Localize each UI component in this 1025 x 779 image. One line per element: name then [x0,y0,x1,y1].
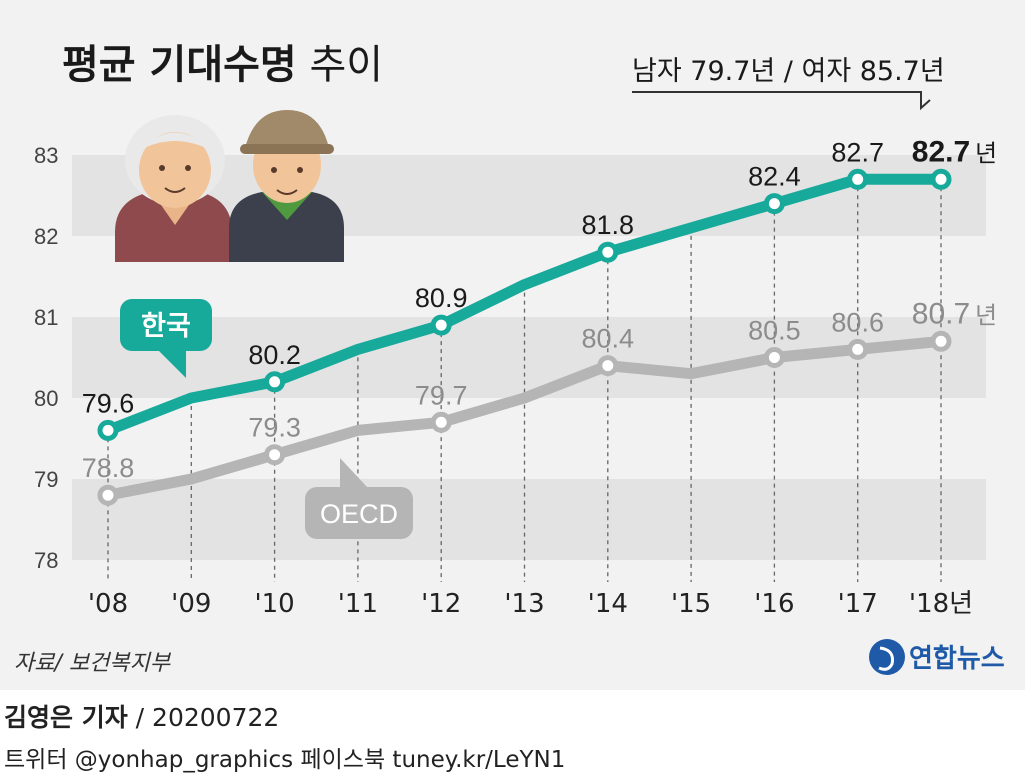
yonhap-logo-text: 연합뉴스 [909,644,1005,674]
korea-point [930,168,952,190]
oecd-line [102,335,947,501]
korea-data-label: 82.7 [831,137,884,167]
y-tick-label: 82 [34,224,58,249]
social-links: 트위터 @yonhap_graphics 페이스북 tuney.kr/LeYN1 [4,747,566,773]
oecd-point [430,411,452,433]
chart-title-bold: 평균 기대수명 [62,42,297,88]
x-axis: '08 '09 '10 '11 '12 '13 '14 '15 '16 '17 '18년 [88,589,973,619]
gender-note-bracket [632,91,931,111]
unit-label: 년 [975,139,997,167]
oecd-point [930,330,952,352]
yonhap-logo: 연합뉴스 [869,639,1005,675]
series-layer [97,168,952,506]
x-tick-label: '16 [754,589,794,619]
elderly-couple-icon [115,110,344,262]
y-tick-label: 78 [34,548,58,573]
korea-point [430,314,452,336]
x-tick-label: '11 [338,589,378,619]
x-tick-label: '08 [88,589,128,619]
korea-series-label: 한국 [141,311,191,342]
oecd-data-label: 80.4 [582,324,635,354]
data-labels: 79.680.280.981.882.482.7 82.7 년78.879.379.… [82,135,997,483]
oecd-point [597,355,619,377]
korea-data-label: 80.2 [248,340,301,370]
oecd-point [763,347,785,368]
oecd-data-label: 79.3 [248,413,301,443]
oecd-data-label: 80.7 [912,297,970,330]
korea-data-label: 80.9 [415,283,468,313]
grid-band [72,317,986,398]
oecd-point [264,444,286,466]
chart-title: 평균 기대수명 추이 [62,42,383,88]
korea-data-label: 81.8 [582,210,635,240]
oecd-data-label: 80.5 [748,316,801,346]
x-tick-label: '09 [171,589,211,619]
y-tick-label: 80 [34,386,58,411]
grid-guides [107,179,942,582]
x-tick-label: '10 [254,589,294,619]
korea-callout: 한국 [120,299,212,378]
source-note: 자료/ 보건복지부 [14,651,172,676]
yonhap-logo-icon [869,639,905,675]
korea-data-label: 82.7 [912,135,970,168]
y-tick-label: 81 [34,305,58,330]
x-tick-label: '12 [421,589,461,619]
x-tick-label: '15 [671,589,711,619]
korea-point [264,371,286,393]
oecd-data-label: 79.7 [415,380,468,410]
unit-label: 년 [975,301,997,329]
grid-bands [72,155,986,560]
oecd-series-label: OECD [320,499,398,529]
korea-line [102,173,947,436]
life-expectancy-chart: 78 79 80 81 82 83 '08 '09 '10 '11 '12 '13 '14 '15 '16… [14,42,1005,676]
gender-note: 남자 79.7년 / 여자 85.7년 [632,56,945,87]
korea-point [847,168,869,190]
chart-canvas: 78 79 80 81 82 83 '08 '09 '10 '11 '12 '13 '14 '15 '16… [0,0,1025,690]
oecd-callout: OECD [305,458,413,539]
oecd-data-label: 80.6 [831,307,884,337]
x-tick-label: '14 [588,589,628,619]
chart-title-rest: 추이 [297,42,383,88]
korea-point [97,419,119,441]
y-tick-label: 83 [34,143,58,168]
oecd-point [847,338,869,360]
korea-data-label: 79.6 [82,388,135,418]
reporter-name: 김영은 기자 [4,703,128,732]
x-tick-label: '13 [504,589,544,619]
grid-band [72,479,986,560]
credit-date: / 20200722 [127,703,280,732]
korea-point [597,241,619,263]
korea-point [763,193,785,215]
oecd-point [97,484,119,506]
y-axis: 78 79 80 81 82 83 [34,143,58,573]
korea-data-label: 82.4 [748,162,801,192]
y-tick-label: 79 [34,467,58,492]
x-tick-label: '17 [838,589,878,619]
credit-line: 김영은 기자 / 20200722 [4,698,279,734]
x-tick-label: '18년 [909,589,973,619]
oecd-data-label: 78.8 [82,453,135,483]
